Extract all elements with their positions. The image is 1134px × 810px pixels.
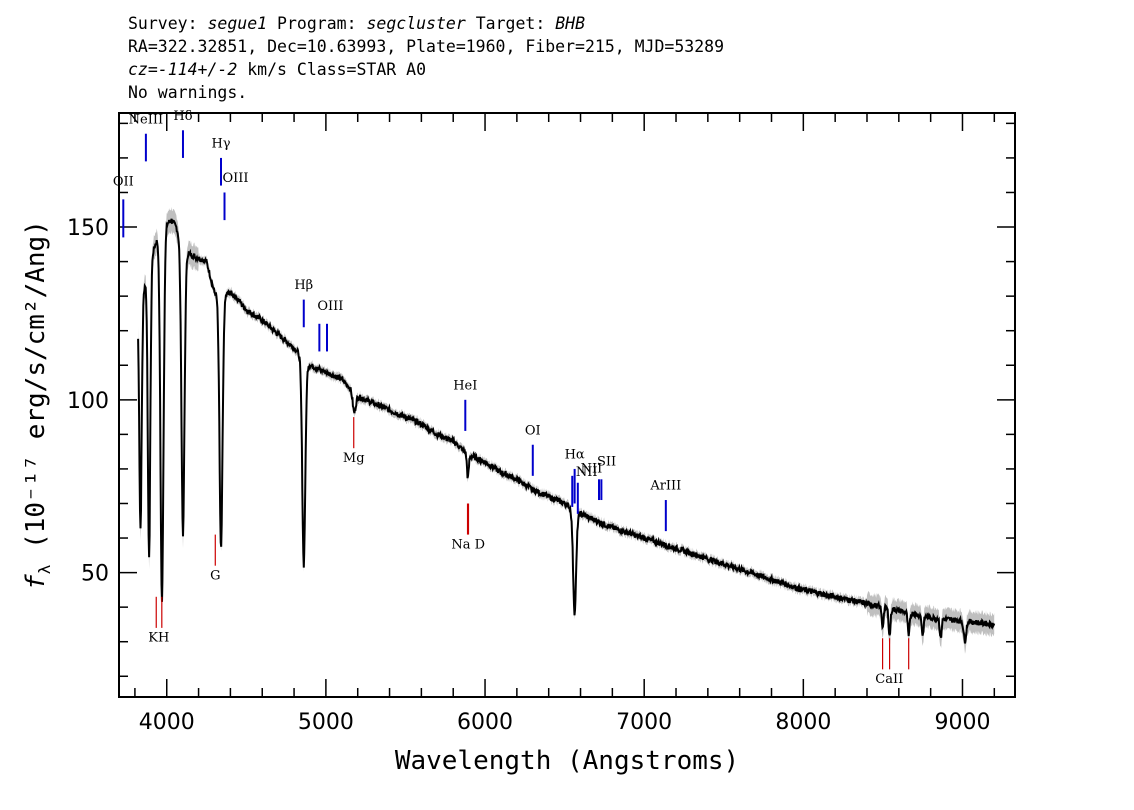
x-tick-label: 7000 <box>616 710 672 735</box>
absorption-line-label: KH <box>148 631 169 646</box>
header-line-3: cz=-114+/-2 km/s Class=STAR A0 <box>128 58 724 81</box>
emission-line-label: SII <box>597 454 616 469</box>
emission-line-label: Hγ <box>211 137 230 152</box>
redshift-value: cz=-114+/-2 <box>128 60 238 79</box>
y-axis-label: fλ (10⁻¹⁷ erg/s/cm²/Ang) <box>21 220 54 590</box>
survey-value: segue1 <box>207 14 268 33</box>
flux-error-band <box>138 207 995 654</box>
emission-line-label: OIII <box>223 171 249 186</box>
target-value: BHB <box>555 14 586 33</box>
y-tick-label: 50 <box>81 562 109 587</box>
emission-line-label: ArIII <box>649 479 681 494</box>
emission-line-label: Hα <box>565 448 585 463</box>
class-info: km/s Class=STAR A0 <box>247 60 427 79</box>
error-band-layer <box>138 207 995 654</box>
x-axis-label: Wavelength (Angstroms) <box>395 746 739 776</box>
absorption-line-label: CaII <box>875 672 903 687</box>
spectrum-header: Survey: segue1 Program: segcluster Targe… <box>128 12 724 104</box>
header-line-2: RA=322.32851, Dec=10.63993, Plate=1960, … <box>128 37 725 56</box>
emission-line-label: OII <box>113 175 134 190</box>
survey-key: Survey: <box>128 14 198 33</box>
x-tick-label: 4000 <box>139 710 195 735</box>
flux-layer <box>137 218 996 644</box>
header-line-4: No warnings. <box>128 83 248 102</box>
emission-line-label: OIII <box>317 299 343 314</box>
plot-frame <box>118 112 1016 698</box>
absorption-line-label: Mg <box>343 451 365 466</box>
axes-layer: 4000 5000 6000 7000 8000 9000 50 100 150 <box>67 113 1015 735</box>
emission-line-label: Hδ <box>173 109 192 124</box>
absorption-line-label: Na D <box>451 537 485 552</box>
emission-line-label: NeIII <box>129 112 163 127</box>
y-tick-label: 100 <box>67 389 109 414</box>
x-tick-label: 6000 <box>457 710 513 735</box>
emission-line-label: NII <box>576 465 598 480</box>
flux-series-line <box>137 218 996 644</box>
x-tick-label: 8000 <box>775 710 831 735</box>
emission-line-label: Hβ <box>294 278 313 293</box>
x-tick-label: 5000 <box>298 710 354 735</box>
emission-line-label: HeI <box>453 378 477 393</box>
target-key: Target: <box>475 14 546 33</box>
emission-line-label: NII <box>581 461 603 476</box>
absorption-line-label: G <box>210 569 220 584</box>
program-key: Program: <box>277 14 357 33</box>
emission-line-label: OI <box>525 423 541 438</box>
x-tick-label: 9000 <box>934 710 990 735</box>
y-tick-label: 150 <box>67 216 109 241</box>
program-value: segcluster <box>366 14 466 33</box>
header-line-1: Survey: segue1 Program: segcluster Targe… <box>128 12 724 35</box>
